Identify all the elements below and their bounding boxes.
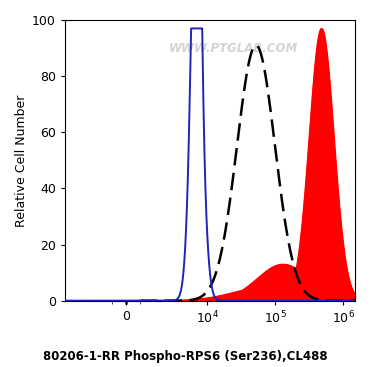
Text: WWW.PTGLAB.COM: WWW.PTGLAB.COM <box>169 41 298 55</box>
Text: 80206-1-RR Phospho-RPS6 (Ser236),CL488: 80206-1-RR Phospho-RPS6 (Ser236),CL488 <box>43 350 327 363</box>
Y-axis label: Relative Cell Number: Relative Cell Number <box>15 94 28 226</box>
